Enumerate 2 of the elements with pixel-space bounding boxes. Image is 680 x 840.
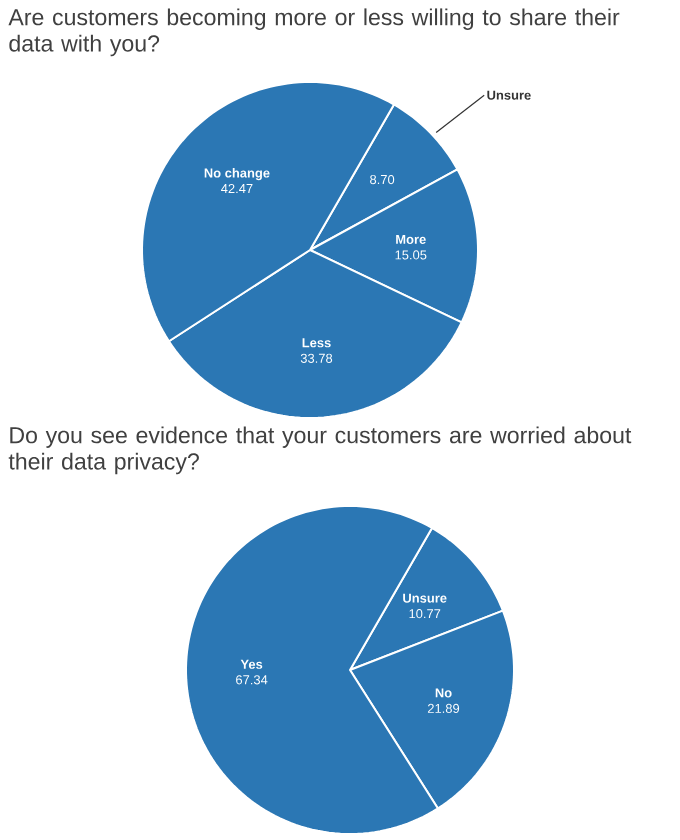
chart-title: Do you see evidence that your customers are worried about their data privacy?	[8, 426, 632, 475]
chart-title: Are customers becoming more or less willing to share their data with you?	[8, 8, 620, 57]
